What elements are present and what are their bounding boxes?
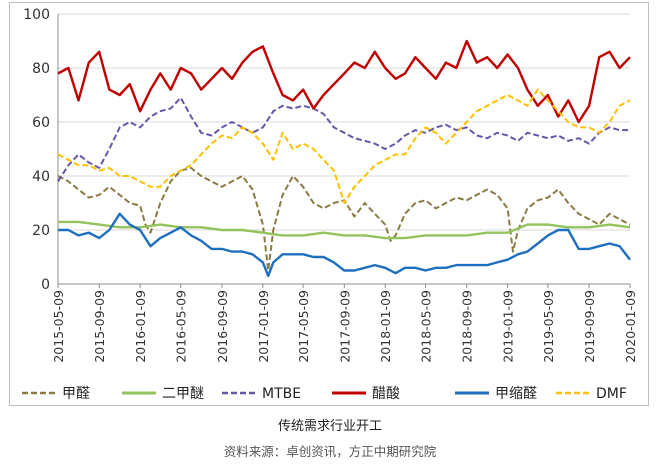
series-line <box>58 212 631 278</box>
y-tick-label: 100 <box>23 7 50 23</box>
x-tick-label: 2017-05-09 <box>296 290 311 363</box>
legend-label: 甲缩醛 <box>495 386 537 402</box>
x-axis: 2015-05-09 2015-09-09 2016-01-09 2016-05-09… <box>51 283 638 363</box>
plot-area <box>57 39 631 278</box>
x-tick-label: 2017-01-09 <box>256 290 271 363</box>
legend-label: 二甲醚 <box>162 386 204 402</box>
legend-label: 醋酸 <box>372 386 400 402</box>
x-tick-label: 2018-05-09 <box>418 290 433 363</box>
x-tick-label: 2017-09-09 <box>337 290 352 363</box>
series-line <box>58 220 631 240</box>
x-tick-label: 2019-05-09 <box>541 290 556 363</box>
x-tick-label: 2016-09-09 <box>215 290 230 363</box>
series-line <box>57 96 630 182</box>
x-tick-label: 2018-09-09 <box>460 290 475 363</box>
line-chart: 0 20 40 60 80 100 2015-05-09 2015-09-09 2016-01… <box>22 7 638 402</box>
x-tick-label: 2020-01-09 <box>623 290 638 363</box>
x-tick-label: 2019-09-09 <box>582 290 597 363</box>
x-tick-label: 2018-01-09 <box>378 290 393 363</box>
y-tick-label: 20 <box>32 223 50 239</box>
y-tick-label: 80 <box>32 61 50 77</box>
series-line <box>57 88 631 204</box>
y-axis: 0 20 40 60 80 100 <box>23 7 59 293</box>
chart-frame <box>9 2 649 406</box>
y-tick-label: 0 <box>41 277 50 293</box>
y-tick-label: 60 <box>32 115 50 131</box>
x-tick-label: 2015-09-09 <box>92 290 107 363</box>
legend-label: DMF <box>596 386 627 402</box>
legend-label: 甲醛 <box>62 386 90 402</box>
chart-title: 传统需求行业开工 <box>277 419 382 434</box>
legend: 甲醛 二甲醚 MTBE 醋酸 甲缩醛 DMF <box>22 386 627 402</box>
y-tick-label: 40 <box>32 169 50 185</box>
x-tick-label: 2016-05-09 <box>174 290 189 363</box>
source-note: 资料来源：卓创资讯，方正中期研究院 <box>223 444 437 459</box>
gridlines <box>58 13 630 231</box>
x-tick-label: 2019-01-09 <box>501 290 516 363</box>
legend-label: MTBE <box>262 386 301 402</box>
x-tick-label: 2015-05-09 <box>51 290 66 363</box>
x-tick-label: 2016-01-09 <box>133 290 148 363</box>
series-line <box>57 39 631 124</box>
